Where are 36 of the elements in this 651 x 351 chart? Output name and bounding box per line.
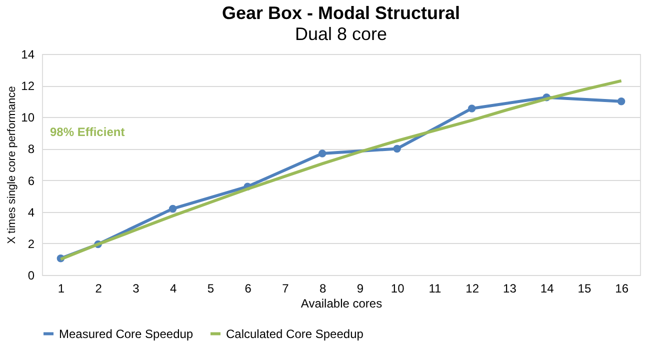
y-tick-label: 14 bbox=[21, 48, 35, 62]
y-axis-title: X times single core performance bbox=[6, 86, 18, 244]
annotation: 98% Efficient bbox=[50, 125, 125, 139]
x-tick-label: 6 bbox=[244, 282, 252, 296]
x-tick-label: 10 bbox=[390, 282, 405, 296]
legend-label: Calculated Core Speedup bbox=[226, 326, 364, 341]
point bbox=[393, 144, 401, 153]
x-tick-label: 16 bbox=[615, 282, 629, 296]
x-tick-label: 3 bbox=[132, 282, 140, 296]
x-tick-label: 11 bbox=[428, 282, 442, 296]
x-tick-label: 8 bbox=[319, 282, 326, 296]
point bbox=[318, 150, 326, 158]
x-tick-label: 13 bbox=[503, 282, 517, 296]
x-tick-label: 12 bbox=[466, 282, 480, 296]
point bbox=[168, 204, 177, 213]
x-tick-label: 7 bbox=[282, 282, 290, 296]
legend-label: Measured Core Speedup bbox=[59, 326, 194, 341]
x-axis-title: Available cores bbox=[300, 296, 382, 310]
y-tick-label: 4 bbox=[28, 205, 35, 220]
x-tick-label: 1 bbox=[58, 282, 65, 296]
point bbox=[617, 97, 626, 106]
chart-subtitle: Dual 8 core bbox=[294, 24, 388, 44]
x-tick-label: 2 bbox=[95, 282, 102, 296]
y-tick-label: 10 bbox=[21, 110, 35, 125]
point bbox=[468, 104, 476, 112]
x-tick-label: 5 bbox=[207, 282, 214, 296]
x-tick-label: 14 bbox=[540, 282, 554, 296]
x-tick-label: 9 bbox=[356, 282, 364, 296]
chart-title: Gear Box - Modal Structural bbox=[222, 3, 460, 23]
x-tick-label: 4 bbox=[170, 282, 177, 296]
y-tick-label: 2 bbox=[28, 236, 35, 251]
y-tick-label: 12 bbox=[21, 79, 35, 94]
y-tick-label: 6 bbox=[28, 174, 35, 188]
y-tick-label: 0 bbox=[28, 268, 35, 282]
x-tick-label: 15 bbox=[578, 282, 592, 296]
y-tick-label: 8 bbox=[28, 142, 35, 156]
